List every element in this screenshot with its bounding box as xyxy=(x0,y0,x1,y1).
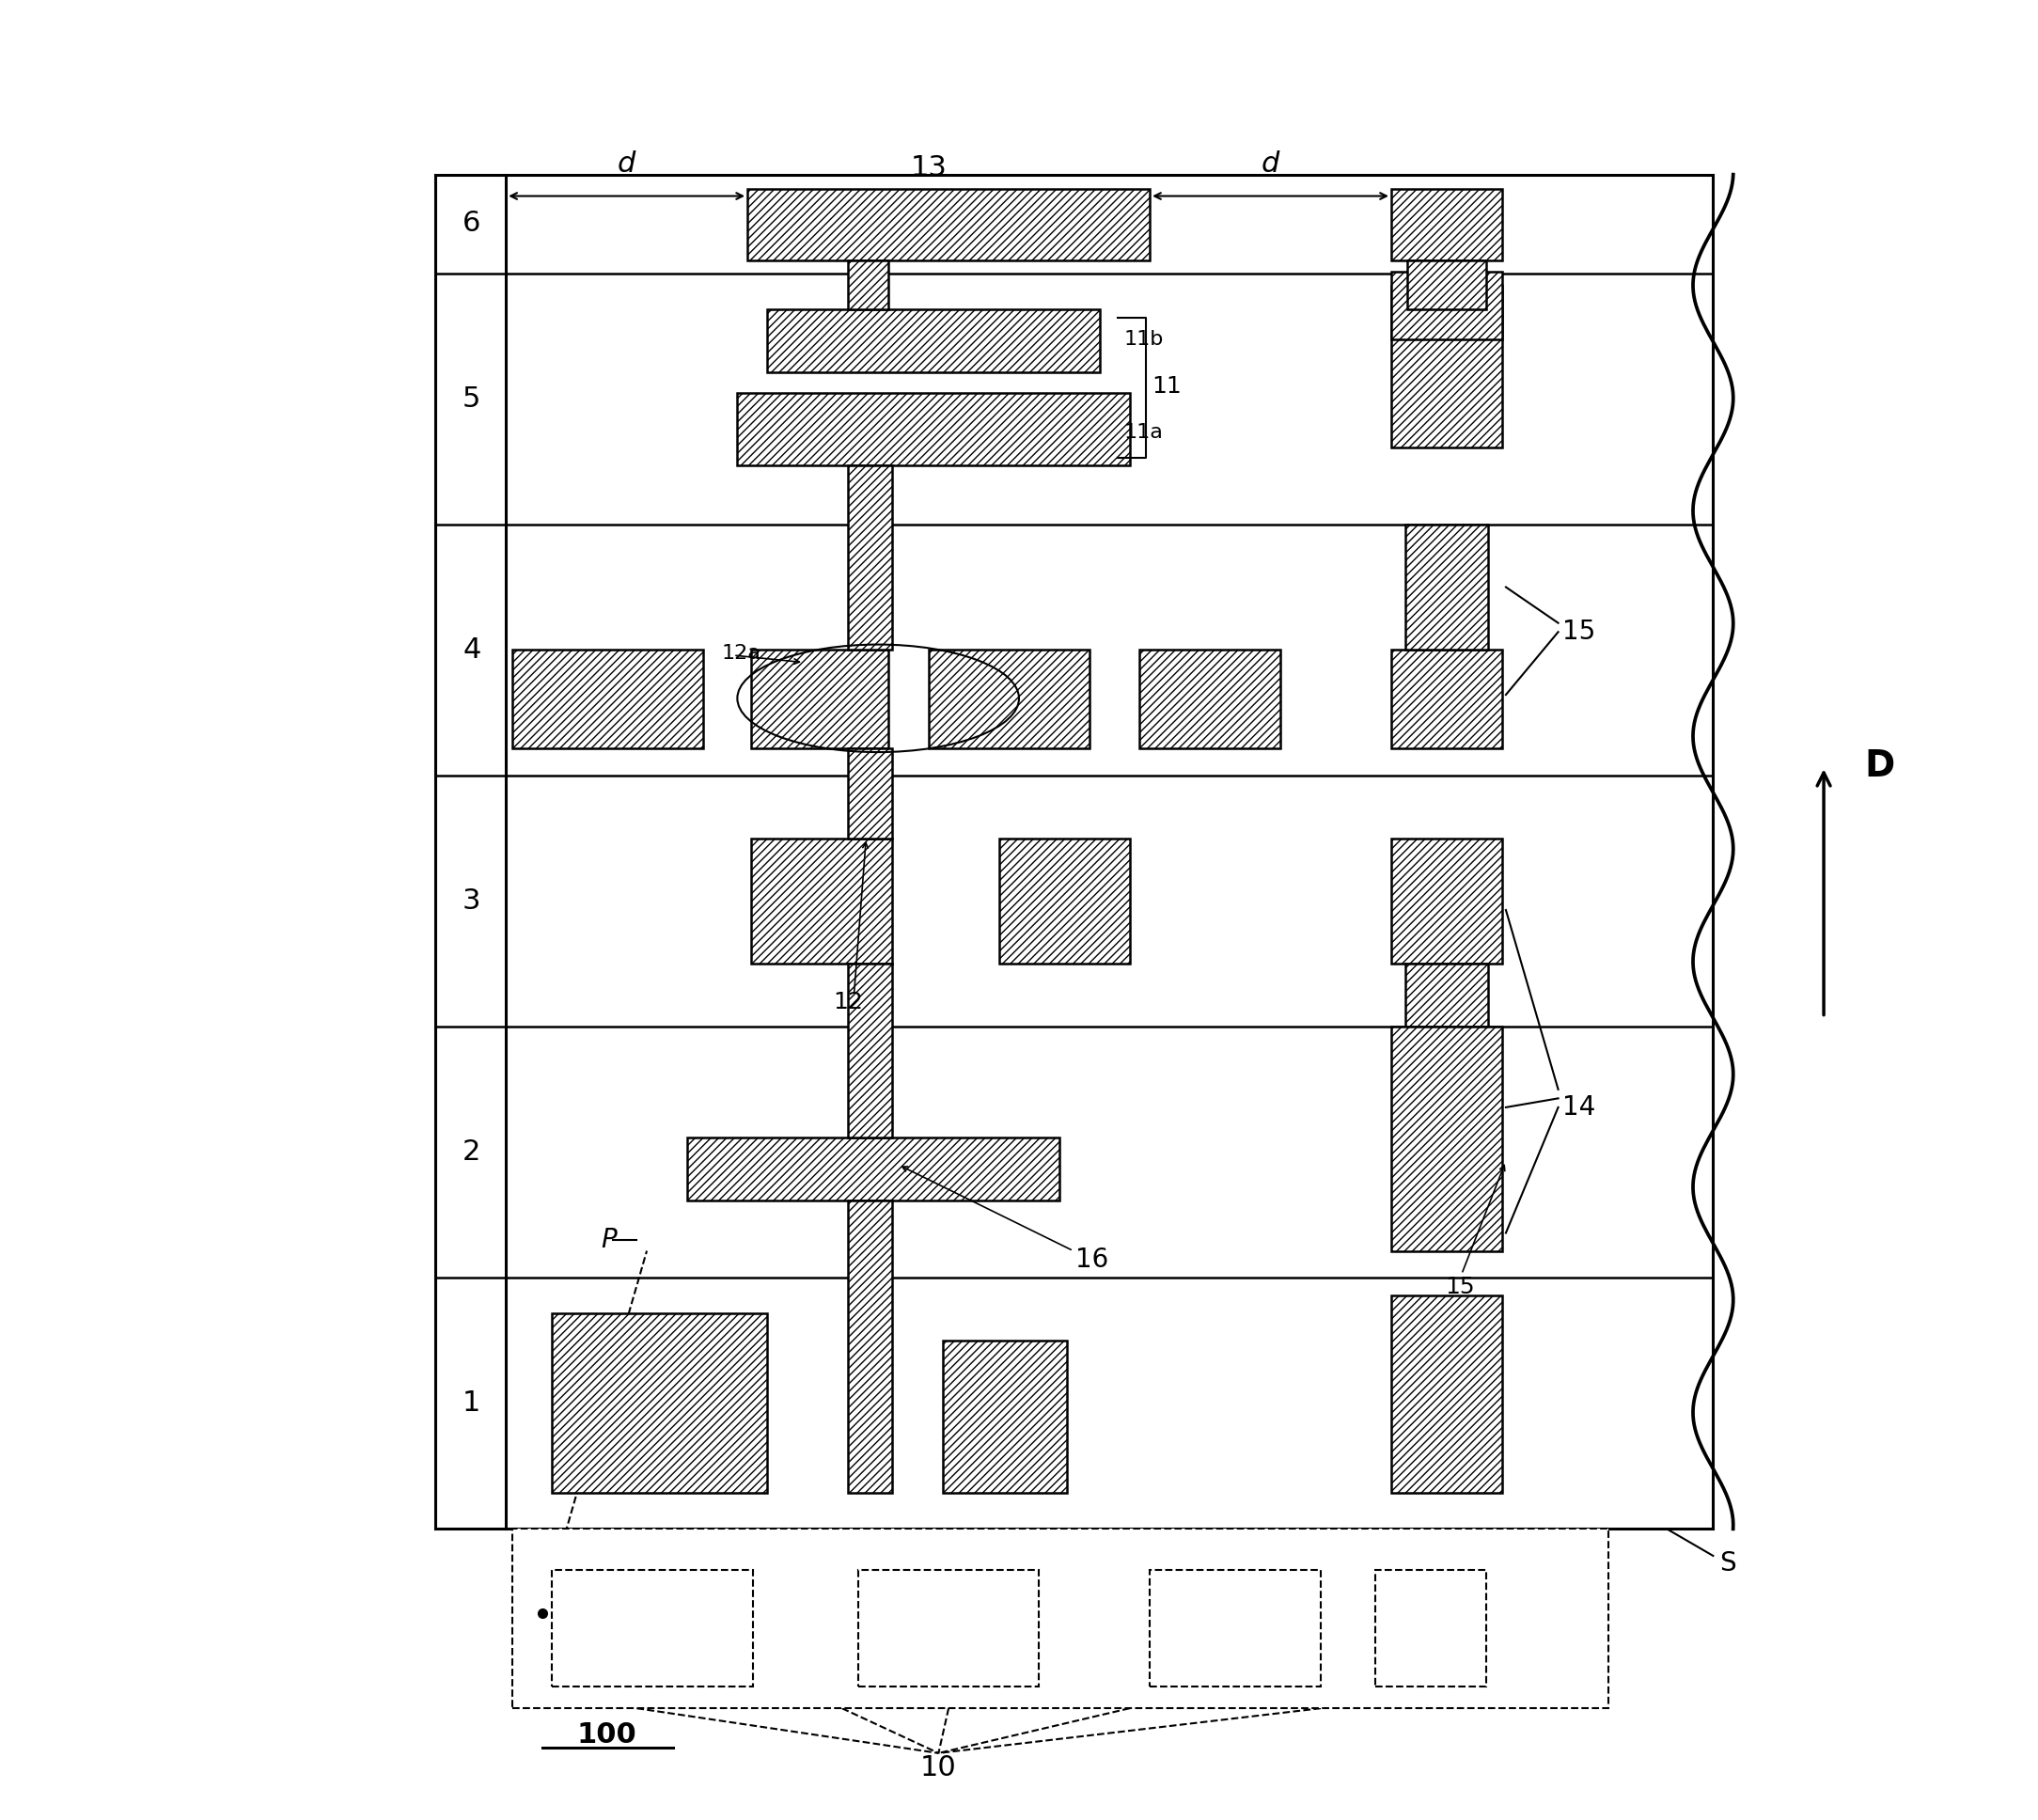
Bar xyxy=(512,1529,1608,1709)
Text: S: S xyxy=(1720,1551,1736,1576)
Text: 5: 5 xyxy=(463,386,481,413)
Bar xyxy=(1406,965,1488,1026)
Text: 12a: 12a xyxy=(721,644,760,662)
Bar xyxy=(1392,1296,1502,1492)
Bar xyxy=(848,260,889,309)
Text: 100: 100 xyxy=(577,1722,636,1749)
Bar xyxy=(552,1314,768,1492)
Bar xyxy=(752,839,893,965)
Text: 14: 14 xyxy=(1563,1094,1596,1121)
Text: 2: 2 xyxy=(463,1139,481,1167)
Bar xyxy=(552,1571,754,1687)
Text: 15: 15 xyxy=(1445,1276,1476,1298)
Bar xyxy=(768,309,1098,371)
Text: 16: 16 xyxy=(1076,1247,1109,1272)
Bar xyxy=(748,189,1149,260)
Bar xyxy=(1149,1571,1321,1687)
Bar xyxy=(848,1201,893,1492)
Bar xyxy=(858,1571,1039,1687)
Text: D: D xyxy=(1865,748,1893,784)
Bar xyxy=(1139,650,1280,748)
Bar xyxy=(687,1138,1060,1201)
Text: 4: 4 xyxy=(463,637,481,664)
Bar xyxy=(738,393,1129,466)
Bar xyxy=(1392,286,1502,448)
Text: 1: 1 xyxy=(463,1390,481,1418)
Bar xyxy=(999,839,1129,965)
Text: d: d xyxy=(618,151,636,178)
Bar xyxy=(942,1341,1068,1492)
Text: 15: 15 xyxy=(1563,619,1596,644)
Bar xyxy=(1406,524,1488,650)
Bar xyxy=(848,748,893,839)
Bar xyxy=(1392,650,1502,748)
Bar xyxy=(1392,839,1502,965)
Text: 6: 6 xyxy=(463,209,481,237)
Text: 11b: 11b xyxy=(1123,329,1164,349)
Bar xyxy=(752,650,889,748)
Bar xyxy=(848,965,893,1138)
Bar xyxy=(512,650,703,748)
Bar xyxy=(1392,1026,1502,1250)
Bar xyxy=(1408,260,1486,309)
Text: 13: 13 xyxy=(911,155,948,182)
Bar xyxy=(929,650,1090,748)
Text: 11: 11 xyxy=(1151,375,1182,397)
Text: 11a: 11a xyxy=(1123,424,1164,442)
Text: d: d xyxy=(1262,151,1280,178)
Bar xyxy=(848,466,893,650)
Text: 3: 3 xyxy=(463,888,481,915)
Bar xyxy=(1376,1571,1486,1687)
Bar xyxy=(1392,271,1502,340)
Text: 12: 12 xyxy=(834,990,862,1014)
Text: 10: 10 xyxy=(921,1754,956,1782)
Text: P: P xyxy=(601,1227,618,1254)
Bar xyxy=(1392,189,1502,260)
